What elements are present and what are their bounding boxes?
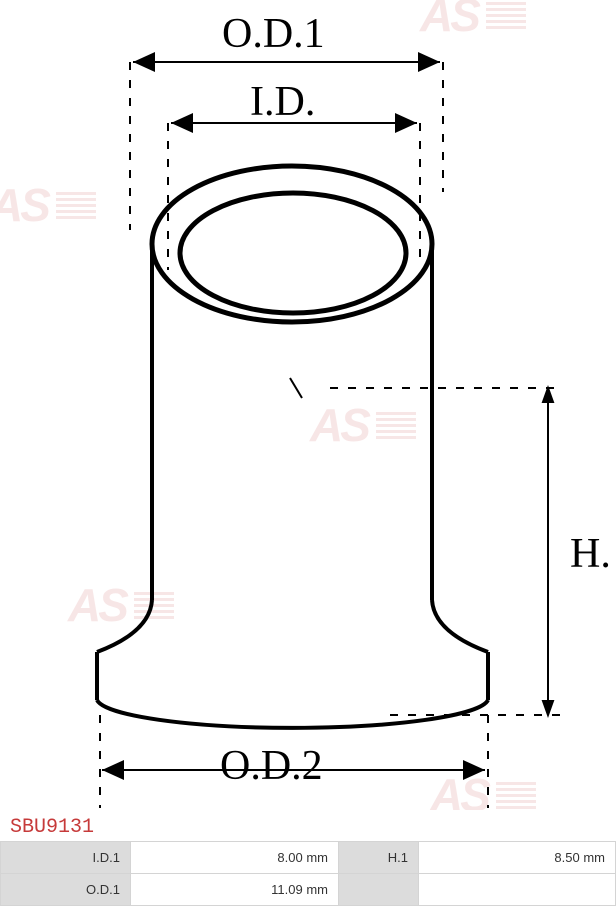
table-row: O.D.1 11.09 mm: [1, 874, 616, 906]
spec-table: I.D.1 8.00 mm H.1 8.50 mm O.D.1 11.09 mm: [0, 841, 616, 906]
spec-label: O.D.1: [1, 874, 131, 906]
spec-value: 8.50 mm: [419, 842, 616, 874]
bushing-drawing: [0, 0, 616, 810]
table-row: I.D.1 8.00 mm H.1 8.50 mm: [1, 842, 616, 874]
part-number: SBU9131: [0, 810, 616, 841]
spec-value: 8.00 mm: [131, 842, 339, 874]
spec-label: [339, 874, 419, 906]
technical-diagram: AS AS AS AS AS O.D.1 I.D. O.D.2 H.: [0, 0, 616, 810]
spec-value: 11.09 mm: [131, 874, 339, 906]
spec-value: [419, 874, 616, 906]
spec-label: H.1: [339, 842, 419, 874]
spec-label: I.D.1: [1, 842, 131, 874]
